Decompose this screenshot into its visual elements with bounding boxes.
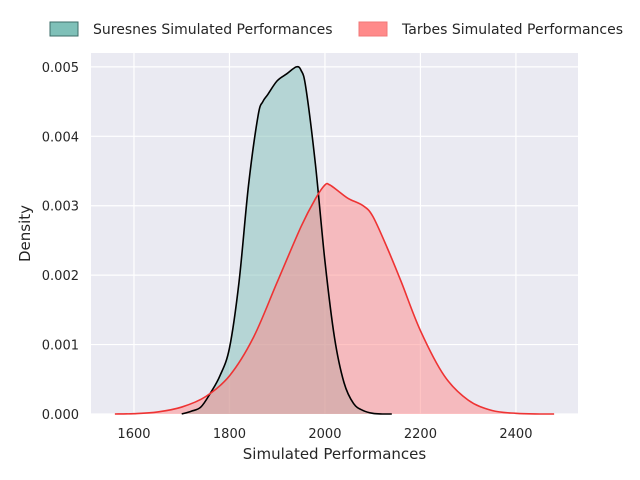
x-tick-label: 2000 <box>308 427 341 442</box>
legend-label-suresnes: Suresnes Simulated Performances <box>93 22 333 38</box>
legend-swatch-suresnes <box>49 21 79 37</box>
x-tick-label: 2400 <box>499 427 532 442</box>
x-tick-label: 2200 <box>404 427 437 442</box>
x-tick-labels: 1600 1800 2000 2200 2400 <box>117 427 532 442</box>
y-tick-labels: 0.000 0.001 0.002 0.003 0.004 0.005 <box>42 61 79 423</box>
legend: Suresnes Simulated Performances Tarbes S… <box>49 21 623 38</box>
x-axis-label: Simulated Performances <box>243 445 427 463</box>
y-tick-label: 0.004 <box>42 130 79 145</box>
density-area-tarbes <box>114 183 555 414</box>
y-tick-label: 0.001 <box>42 339 79 354</box>
y-axis-label: Density <box>16 205 34 262</box>
density-line-tarbes <box>114 182 555 415</box>
density-areas <box>114 65 555 415</box>
y-tick-label: 0.002 <box>42 269 79 284</box>
y-tick-label: 0.000 <box>42 408 79 423</box>
x-tick-label: 1600 <box>117 427 150 442</box>
density-line-suresnes <box>181 65 392 415</box>
x-tick-label: 1800 <box>213 427 246 442</box>
y-tick-label: 0.005 <box>42 61 79 76</box>
legend-swatch-tarbes <box>358 21 388 37</box>
legend-label-tarbes: Tarbes Simulated Performances <box>401 22 623 38</box>
density-area-suresnes <box>181 66 392 415</box>
y-tick-label: 0.003 <box>42 200 79 215</box>
